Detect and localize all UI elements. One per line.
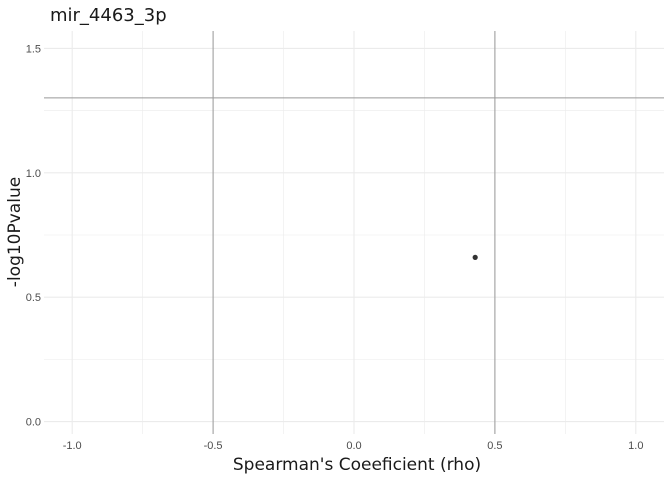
data-points: [472, 254, 478, 260]
y-tick-label: 1.5: [26, 43, 41, 55]
data-point: [472, 254, 478, 260]
x-tick-label: 0.5: [487, 440, 502, 452]
x-tick-label: -1.0: [63, 440, 82, 452]
grid: [44, 31, 664, 434]
y-tick-label: 0.0: [26, 417, 41, 429]
y-axis-title: -log10Pvalue: [5, 177, 25, 287]
y-tick-label: 1.0: [26, 168, 41, 180]
x-tick-labels: -1.0 -0.5 0.0 0.5 1.0: [63, 440, 644, 452]
chart-title: mir_4463_3p: [50, 5, 167, 26]
x-tick-label: -0.5: [204, 440, 223, 452]
reference-lines: [44, 31, 664, 434]
x-tick-label: 1.0: [628, 440, 643, 452]
y-tick-label: 0.5: [26, 292, 41, 304]
x-tick-label: 0.0: [346, 440, 361, 452]
y-tick-labels: 0.0 0.5 1.0 1.5: [26, 43, 41, 428]
x-axis-title: Spearman's Coeeficient (rho): [233, 455, 481, 475]
